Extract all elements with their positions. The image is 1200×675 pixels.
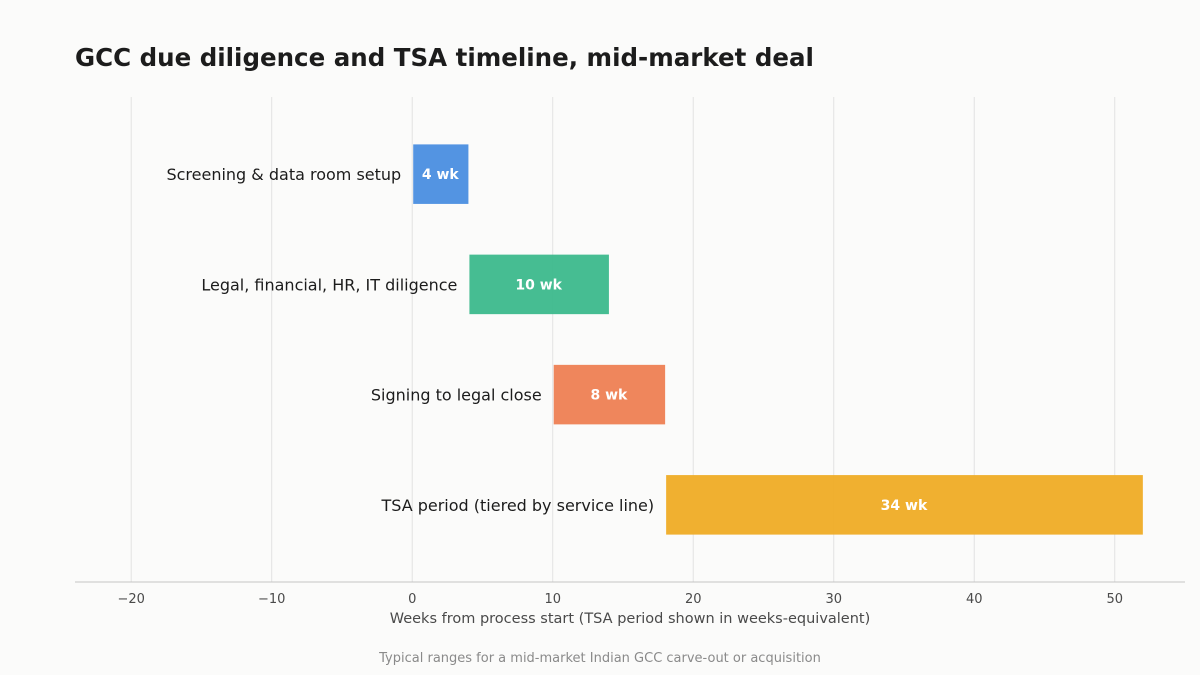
- x-tick-label: −10: [258, 592, 285, 607]
- task-bar: [666, 475, 1143, 535]
- x-axis: −20 −10 0 10 20 30 40 50: [75, 581, 1185, 607]
- bar-duration-label: 10 wk: [515, 277, 562, 293]
- task-label: TSA period (tiered by service line): [380, 496, 654, 515]
- x-tick-label: 20: [685, 592, 702, 607]
- bar-duration-label: 8 wk: [590, 388, 628, 404]
- x-tick-label: 30: [825, 592, 842, 607]
- task-bar: [469, 254, 609, 315]
- x-tick-label: 10: [544, 592, 561, 607]
- task-label: Screening & data room setup: [166, 165, 401, 184]
- task-labels: Screening & data room setup Legal, financ…: [166, 165, 654, 515]
- x-tick-label: 50: [1106, 592, 1123, 607]
- x-tick-label: 0: [408, 592, 416, 607]
- task-label: Legal, financial, HR, IT diligence: [201, 275, 457, 294]
- x-tick-label: 40: [966, 592, 983, 607]
- bar-duration-label: 34 wk: [881, 498, 928, 514]
- bar-duration-label: 4 wk: [422, 167, 460, 183]
- x-tick-label: −20: [117, 592, 144, 607]
- task-bar: [413, 144, 469, 204]
- bars: 4 wk 10 wk 8 wk 34 wk: [413, 144, 1143, 535]
- task-bar: [553, 364, 666, 425]
- chart-caption: Typical ranges for a mid-market Indian G…: [378, 651, 821, 666]
- task-label: Signing to legal close: [371, 386, 542, 405]
- chart-title: GCC due diligence and TSA timeline, mid-…: [75, 43, 814, 72]
- x-axis-title: Weeks from process start (TSA period sho…: [390, 611, 871, 627]
